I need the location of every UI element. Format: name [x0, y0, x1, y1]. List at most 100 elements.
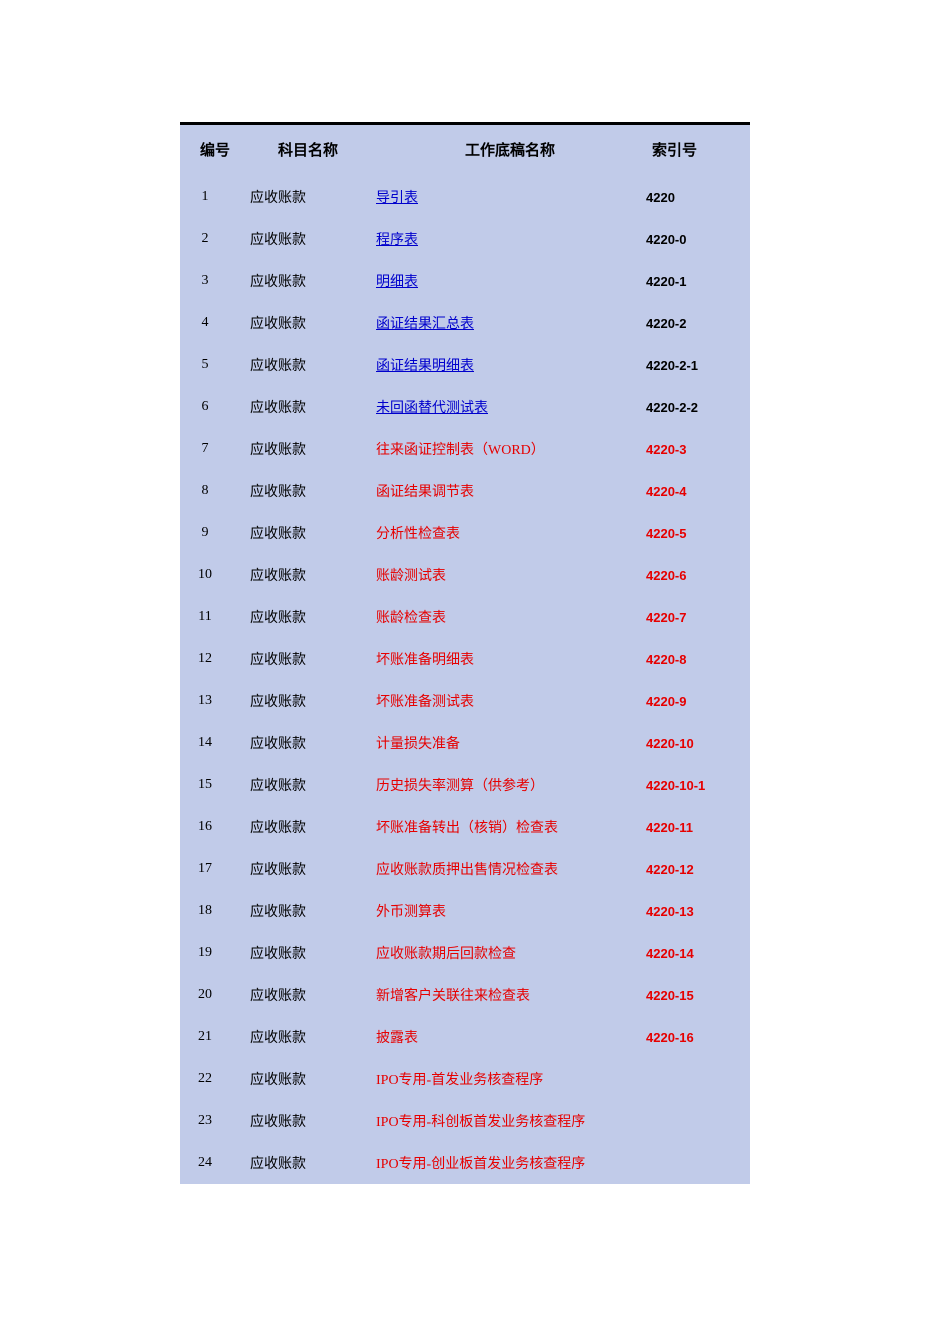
- cell-doc: 坏账准备测试表: [374, 691, 644, 711]
- cell-num: 7: [180, 441, 242, 457]
- cell-subject: 应收账款: [242, 481, 374, 501]
- doc-text: 应收账款期后回款检查: [376, 947, 516, 962]
- cell-doc: 应收账款质押出售情况检查表: [374, 859, 644, 879]
- cell-index: 4220-7: [644, 610, 750, 625]
- cell-index: 4220-9: [644, 694, 750, 709]
- table-row: 11应收账款账龄检查表4220-7: [180, 596, 750, 638]
- cell-index: 4220-16: [644, 1030, 750, 1045]
- cell-subject: 应收账款: [242, 187, 374, 207]
- cell-subject: 应收账款: [242, 313, 374, 333]
- cell-index: 4220-12: [644, 862, 750, 877]
- doc-text: 分析性检查表: [376, 527, 460, 542]
- cell-doc: 明细表: [374, 271, 644, 291]
- cell-subject: 应收账款: [242, 271, 374, 291]
- table-body: 1应收账款导引表42202应收账款程序表4220-03应收账款明细表4220-1…: [180, 176, 750, 1184]
- cell-subject: 应收账款: [242, 355, 374, 375]
- header-doc: 工作底稿名称: [374, 139, 644, 160]
- cell-doc: 函证结果汇总表: [374, 313, 644, 333]
- cell-subject: 应收账款: [242, 649, 374, 669]
- cell-num: 10: [180, 567, 242, 583]
- cell-doc: 分析性检查表: [374, 523, 644, 543]
- doc-text: 账龄测试表: [376, 569, 446, 584]
- doc-link[interactable]: 导引表: [376, 191, 418, 206]
- table-row: 17应收账款应收账款质押出售情况检查表4220-12: [180, 848, 750, 890]
- doc-text: 外币测算表: [376, 905, 446, 920]
- cell-num: 19: [180, 945, 242, 961]
- cell-index: 4220-10: [644, 736, 750, 751]
- doc-text: 新增客户关联往来检查表: [376, 989, 530, 1004]
- doc-link[interactable]: 未回函替代测试表: [376, 401, 488, 416]
- doc-link[interactable]: 明细表: [376, 275, 418, 290]
- cell-num: 16: [180, 819, 242, 835]
- doc-text: IPO专用-首发业务核查程序: [376, 1073, 543, 1088]
- cell-subject: 应收账款: [242, 439, 374, 459]
- cell-subject: 应收账款: [242, 1069, 374, 1089]
- cell-subject: 应收账款: [242, 901, 374, 921]
- cell-doc: 应收账款期后回款检查: [374, 943, 644, 963]
- cell-subject: 应收账款: [242, 817, 374, 837]
- header-num: 编号: [180, 139, 242, 160]
- cell-num: 15: [180, 777, 242, 793]
- cell-doc: 程序表: [374, 229, 644, 249]
- cell-subject: 应收账款: [242, 733, 374, 753]
- cell-index: 4220-11: [644, 820, 750, 835]
- doc-link[interactable]: 函证结果汇总表: [376, 317, 474, 332]
- header-index: 索引号: [644, 139, 750, 160]
- cell-index: 4220-15: [644, 988, 750, 1003]
- cell-subject: 应收账款: [242, 1111, 374, 1131]
- table-row: 5应收账款函证结果明细表4220-2-1: [180, 344, 750, 386]
- cell-index: 4220-5: [644, 526, 750, 541]
- cell-subject: 应收账款: [242, 397, 374, 417]
- doc-text: 函证结果调节表: [376, 485, 474, 500]
- cell-subject: 应收账款: [242, 691, 374, 711]
- cell-index: 4220-4: [644, 484, 750, 499]
- cell-doc: 往来函证控制表（WORD）: [374, 439, 644, 459]
- table-row: 9应收账款分析性检查表4220-5: [180, 512, 750, 554]
- cell-num: 1: [180, 189, 242, 205]
- table-row: 6应收账款未回函替代测试表 4220-2-2: [180, 386, 750, 428]
- cell-index: 4220-3: [644, 442, 750, 457]
- cell-index: 4220-2-2: [644, 400, 750, 415]
- cell-index: 4220: [644, 190, 750, 205]
- table-row: 2应收账款程序表4220-0: [180, 218, 750, 260]
- cell-doc: 新增客户关联往来检查表: [374, 985, 644, 1005]
- cell-num: 9: [180, 525, 242, 541]
- table-row: 1应收账款导引表 4220: [180, 176, 750, 218]
- doc-link[interactable]: 程序表: [376, 233, 418, 248]
- cell-index: 4220-2: [644, 316, 750, 331]
- cell-subject: 应收账款: [242, 985, 374, 1005]
- cell-num: 11: [180, 609, 242, 625]
- cell-num: 24: [180, 1155, 242, 1171]
- cell-num: 6: [180, 399, 242, 415]
- table-row: 12应收账款坏账准备明细表4220-8: [180, 638, 750, 680]
- cell-subject: 应收账款: [242, 1027, 374, 1047]
- cell-index: 4220-13: [644, 904, 750, 919]
- cell-index: 4220-2-1: [644, 358, 750, 373]
- cell-index: 4220-1: [644, 274, 750, 289]
- cell-doc: 披露表: [374, 1027, 644, 1047]
- cell-num: 4: [180, 315, 242, 331]
- doc-text: 坏账准备测试表: [376, 695, 474, 710]
- cell-doc: 函证结果调节表: [374, 481, 644, 501]
- cell-num: 12: [180, 651, 242, 667]
- cell-num: 14: [180, 735, 242, 751]
- table-row: 16应收账款坏账准备转出（核销）检查表4220-11: [180, 806, 750, 848]
- table-row: 14应收账款计量损失准备4220-10: [180, 722, 750, 764]
- table-row: 15应收账款历史损失率测算（供参考）4220-10-1: [180, 764, 750, 806]
- table-row: 8应收账款函证结果调节表 4220-4: [180, 470, 750, 512]
- cell-doc: 历史损失率测算（供参考）: [374, 775, 644, 795]
- doc-text: 披露表: [376, 1031, 418, 1046]
- cell-num: 23: [180, 1113, 242, 1129]
- doc-text: 往来函证控制表（WORD）: [376, 443, 545, 458]
- cell-doc: IPO专用-创业板首发业务核查程序: [374, 1153, 644, 1173]
- cell-subject: 应收账款: [242, 859, 374, 879]
- cell-num: 20: [180, 987, 242, 1003]
- cell-num: 18: [180, 903, 242, 919]
- table-row: 13应收账款坏账准备测试表 4220-9: [180, 680, 750, 722]
- table-row: 24应收账款IPO专用-创业板首发业务核查程序: [180, 1142, 750, 1184]
- cell-num: 13: [180, 693, 242, 709]
- doc-link[interactable]: 函证结果明细表: [376, 359, 474, 374]
- doc-text: IPO专用-创业板首发业务核查程序: [376, 1157, 585, 1172]
- cell-num: 8: [180, 483, 242, 499]
- cell-num: 22: [180, 1071, 242, 1087]
